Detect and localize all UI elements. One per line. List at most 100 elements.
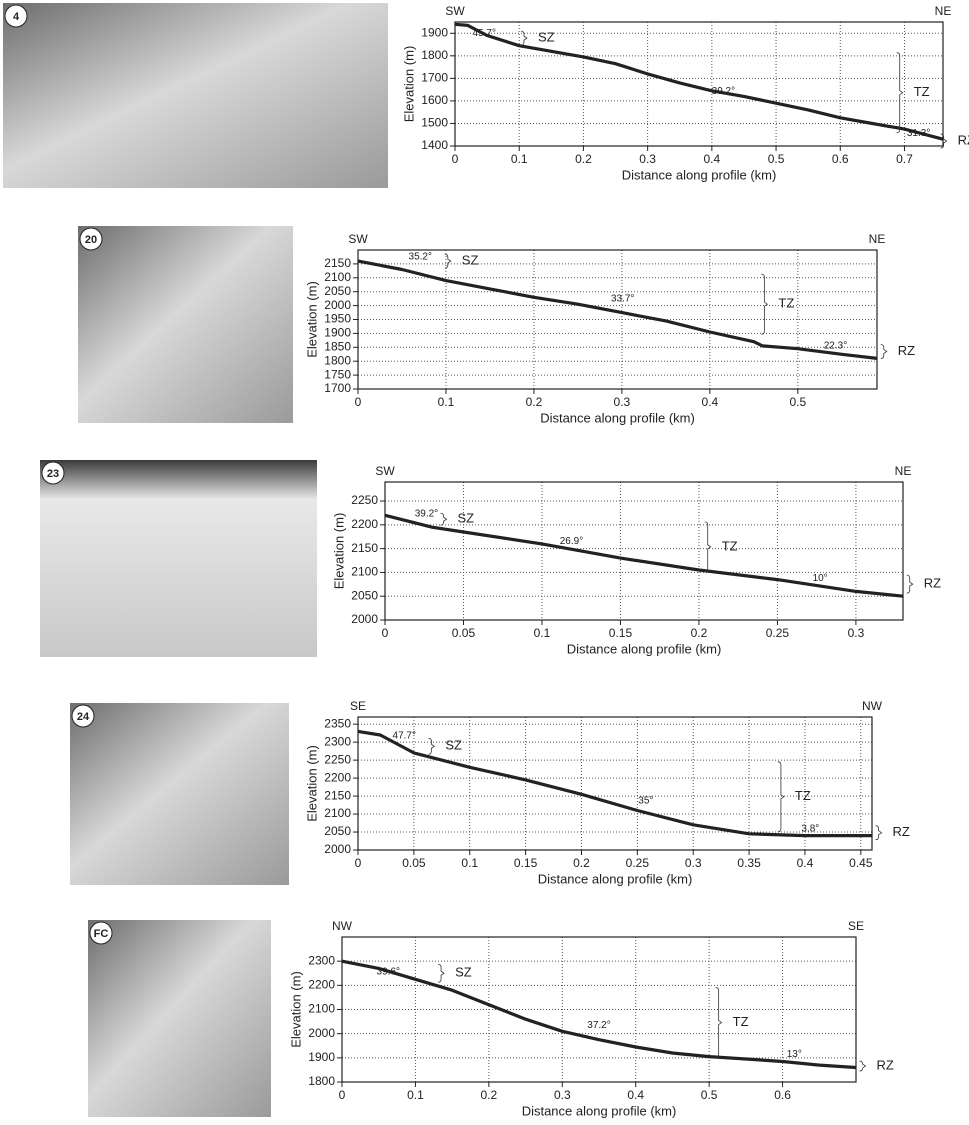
x-axis-label: Distance along profile (km) bbox=[540, 410, 695, 425]
y-tick-label: 2250 bbox=[324, 752, 351, 766]
y-tick-label: 2150 bbox=[324, 788, 351, 802]
slope-angle: 26.9° bbox=[560, 536, 583, 547]
direction-left: SW bbox=[348, 232, 368, 246]
slope-angle: 10° bbox=[813, 573, 828, 584]
panel-label: FC bbox=[94, 928, 109, 940]
plot-frame bbox=[385, 482, 903, 620]
y-tick-label: 2050 bbox=[351, 588, 378, 602]
slope-angle: 39.2° bbox=[712, 86, 735, 97]
photo bbox=[88, 920, 271, 1117]
y-tick-label: 2300 bbox=[308, 953, 335, 967]
zone-label: SZ bbox=[445, 738, 462, 753]
y-tick-label: 2000 bbox=[324, 298, 351, 312]
direction-left: SW bbox=[375, 464, 395, 478]
slope-angle: 39.6° bbox=[377, 966, 400, 977]
zone-label: SZ bbox=[462, 253, 479, 268]
y-tick-label: 2000 bbox=[324, 842, 351, 856]
x-tick-label: 0.7 bbox=[896, 152, 913, 166]
zone-label: RZ bbox=[877, 1057, 894, 1072]
zone-label: SZ bbox=[538, 30, 555, 45]
y-tick-label: 1950 bbox=[324, 312, 351, 326]
x-tick-label: 0.25 bbox=[626, 856, 650, 870]
x-tick-label: 0.3 bbox=[554, 1088, 571, 1102]
x-tick-label: 0 bbox=[452, 152, 459, 166]
zone-bracket bbox=[441, 513, 447, 525]
y-tick-label: 1800 bbox=[308, 1074, 335, 1088]
direction-left: SW bbox=[445, 4, 465, 18]
x-tick-label: 0.2 bbox=[575, 152, 592, 166]
y-tick-label: 2350 bbox=[324, 716, 351, 730]
panel-label: 24 bbox=[77, 711, 90, 723]
x-tick-label: 0.05 bbox=[452, 626, 476, 640]
y-tick-label: 1900 bbox=[421, 25, 448, 39]
y-tick-label: 2200 bbox=[308, 978, 335, 992]
zone-bracket bbox=[876, 826, 882, 840]
x-tick-label: 0.15 bbox=[514, 856, 538, 870]
direction-right: NE bbox=[869, 232, 886, 246]
zone-bracket bbox=[705, 522, 711, 572]
zone-bracket bbox=[428, 738, 434, 754]
y-axis-label: Elevation (m) bbox=[331, 513, 346, 590]
y-tick-label: 1400 bbox=[421, 138, 448, 152]
profile-line bbox=[358, 261, 877, 358]
y-tick-label: 2150 bbox=[351, 541, 378, 555]
plot-frame bbox=[455, 22, 943, 146]
profile-line bbox=[455, 24, 943, 139]
x-axis-label: Distance along profile (km) bbox=[538, 871, 693, 886]
y-tick-label: 1750 bbox=[324, 367, 351, 381]
x-tick-label: 0.3 bbox=[848, 626, 865, 640]
x-tick-label: 0.45 bbox=[849, 856, 873, 870]
slope-angle: 13° bbox=[787, 1049, 802, 1060]
plot-frame bbox=[358, 717, 872, 850]
zone-label: RZ bbox=[893, 824, 910, 839]
x-tick-label: 0 bbox=[382, 626, 389, 640]
x-tick-label: 0.2 bbox=[573, 856, 590, 870]
photo bbox=[3, 3, 388, 188]
slope-angle: 35.2° bbox=[409, 252, 432, 263]
slope-angle: 47.7° bbox=[393, 730, 416, 741]
direction-right: NE bbox=[935, 4, 952, 18]
profile-line bbox=[342, 961, 856, 1067]
x-tick-label: 0.4 bbox=[797, 856, 814, 870]
profile-line bbox=[358, 731, 872, 835]
photo bbox=[70, 703, 289, 885]
y-tick-label: 2100 bbox=[308, 1002, 335, 1016]
direction-left: NW bbox=[332, 919, 353, 933]
x-tick-label: 0.3 bbox=[639, 152, 656, 166]
direction-left: SE bbox=[350, 699, 366, 713]
zone-label: TZ bbox=[733, 1014, 749, 1029]
x-tick-label: 0.25 bbox=[766, 626, 790, 640]
zone-label: SZ bbox=[458, 511, 475, 526]
y-tick-label: 1800 bbox=[421, 48, 448, 62]
y-tick-label: 2300 bbox=[324, 734, 351, 748]
slope-angle: 22.3° bbox=[824, 341, 847, 352]
x-tick-label: 0.15 bbox=[609, 626, 633, 640]
x-tick-label: 0.6 bbox=[832, 152, 849, 166]
slope-angle: 3.8° bbox=[801, 823, 819, 834]
slope-angle: 39.2° bbox=[415, 508, 438, 519]
x-tick-label: 0.3 bbox=[685, 856, 702, 870]
y-tick-label: 1700 bbox=[421, 71, 448, 85]
direction-right: NW bbox=[862, 699, 883, 713]
zone-bracket bbox=[907, 575, 913, 593]
x-tick-label: 0.05 bbox=[402, 856, 426, 870]
x-tick-label: 0.1 bbox=[511, 152, 528, 166]
y-tick-label: 2100 bbox=[324, 806, 351, 820]
zone-bracket bbox=[881, 344, 887, 358]
photo bbox=[40, 460, 317, 657]
y-tick-label: 1800 bbox=[324, 353, 351, 367]
x-tick-label: 0.6 bbox=[774, 1088, 791, 1102]
x-axis-label: Distance along profile (km) bbox=[522, 1103, 677, 1118]
zone-label: TZ bbox=[795, 788, 811, 803]
x-axis-label: Distance along profile (km) bbox=[622, 167, 777, 182]
x-tick-label: 0.1 bbox=[534, 626, 551, 640]
zone-label: TZ bbox=[914, 84, 930, 99]
x-tick-label: 0.5 bbox=[701, 1088, 718, 1102]
y-axis-label: Elevation (m) bbox=[304, 745, 319, 822]
zone-label: RZ bbox=[958, 132, 969, 147]
slope-angle: 31.3° bbox=[907, 128, 930, 139]
y-tick-label: 1600 bbox=[421, 93, 448, 107]
zone-label: RZ bbox=[898, 343, 915, 358]
slope-angle: 35° bbox=[638, 795, 653, 806]
zone-label: RZ bbox=[924, 576, 941, 591]
